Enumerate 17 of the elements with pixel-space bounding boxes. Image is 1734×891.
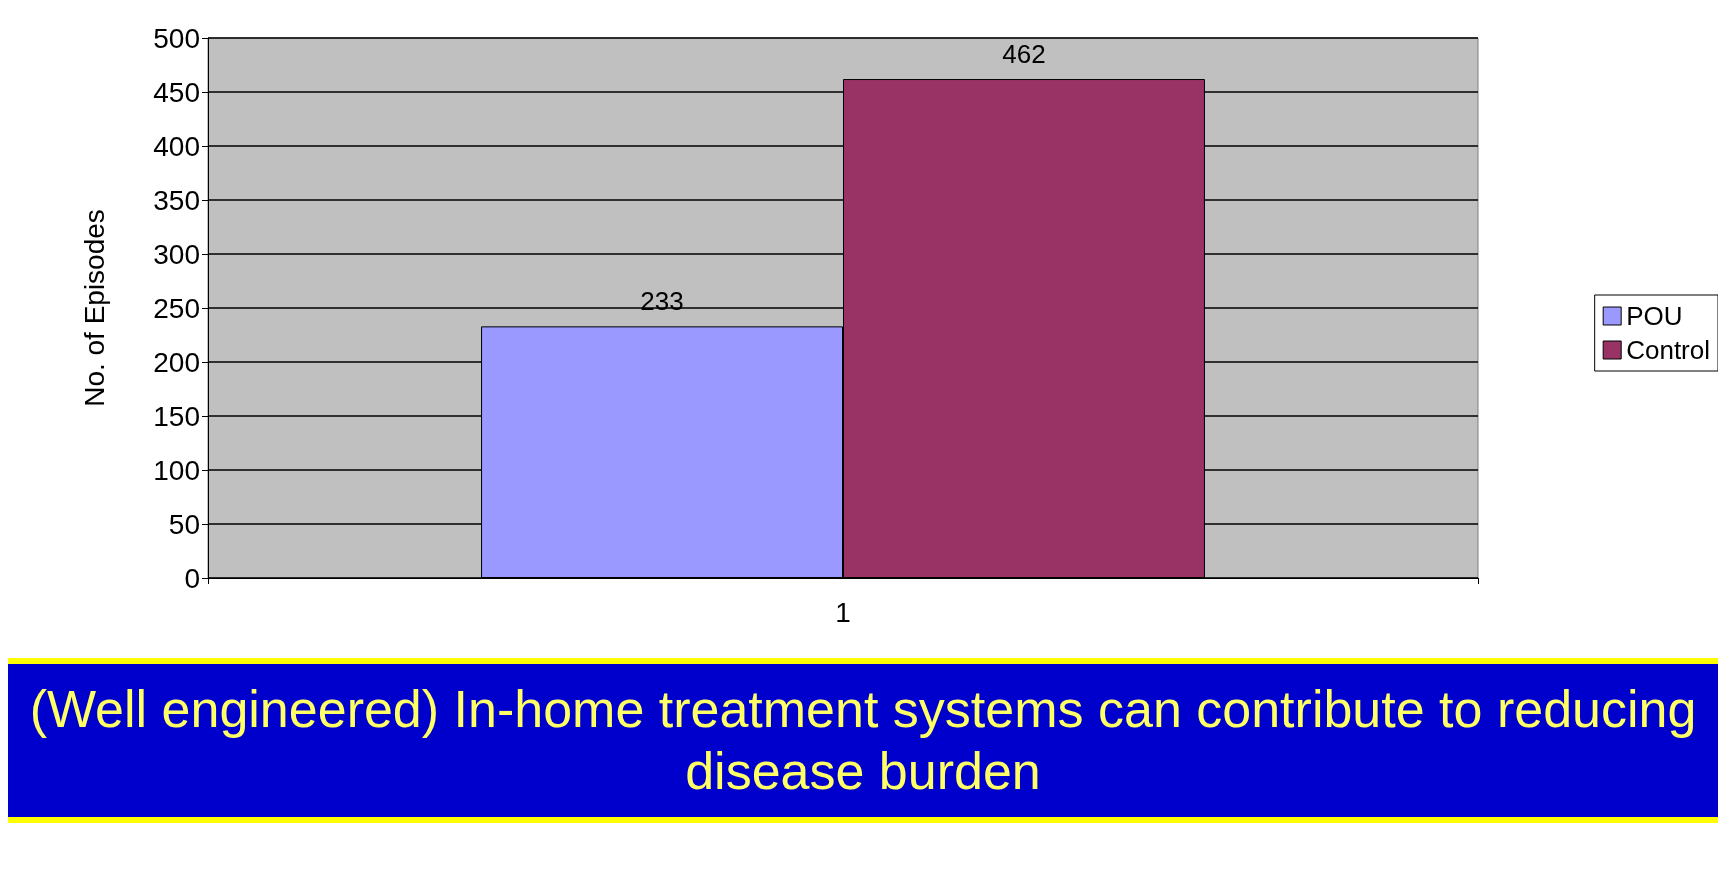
data-label: 462 — [1002, 39, 1046, 70]
y-tick-label: 350 — [153, 184, 200, 216]
y-tick-label: 0 — [184, 562, 200, 594]
y-tick-label: 300 — [153, 238, 200, 270]
y-tick-label: 100 — [153, 454, 200, 486]
legend-label: POU — [1626, 301, 1683, 331]
y-tick-label: 50 — [168, 508, 200, 540]
y-tick-label: 400 — [153, 130, 200, 162]
y-tick-label: 150 — [153, 400, 200, 432]
y-tick-label: 250 — [153, 292, 200, 324]
x-tick-label: 1 — [835, 596, 851, 628]
y-tick-label: 500 — [153, 22, 200, 54]
legend-label: Control — [1626, 335, 1711, 365]
y-tick-label: 200 — [153, 346, 200, 378]
y-tick-label: 450 — [153, 76, 200, 108]
y-axis-title: No. of Episodes — [78, 209, 110, 407]
text: (Well engineered) In-home treatment systems can contribute to reducing disease burden — [8, 658, 1718, 823]
